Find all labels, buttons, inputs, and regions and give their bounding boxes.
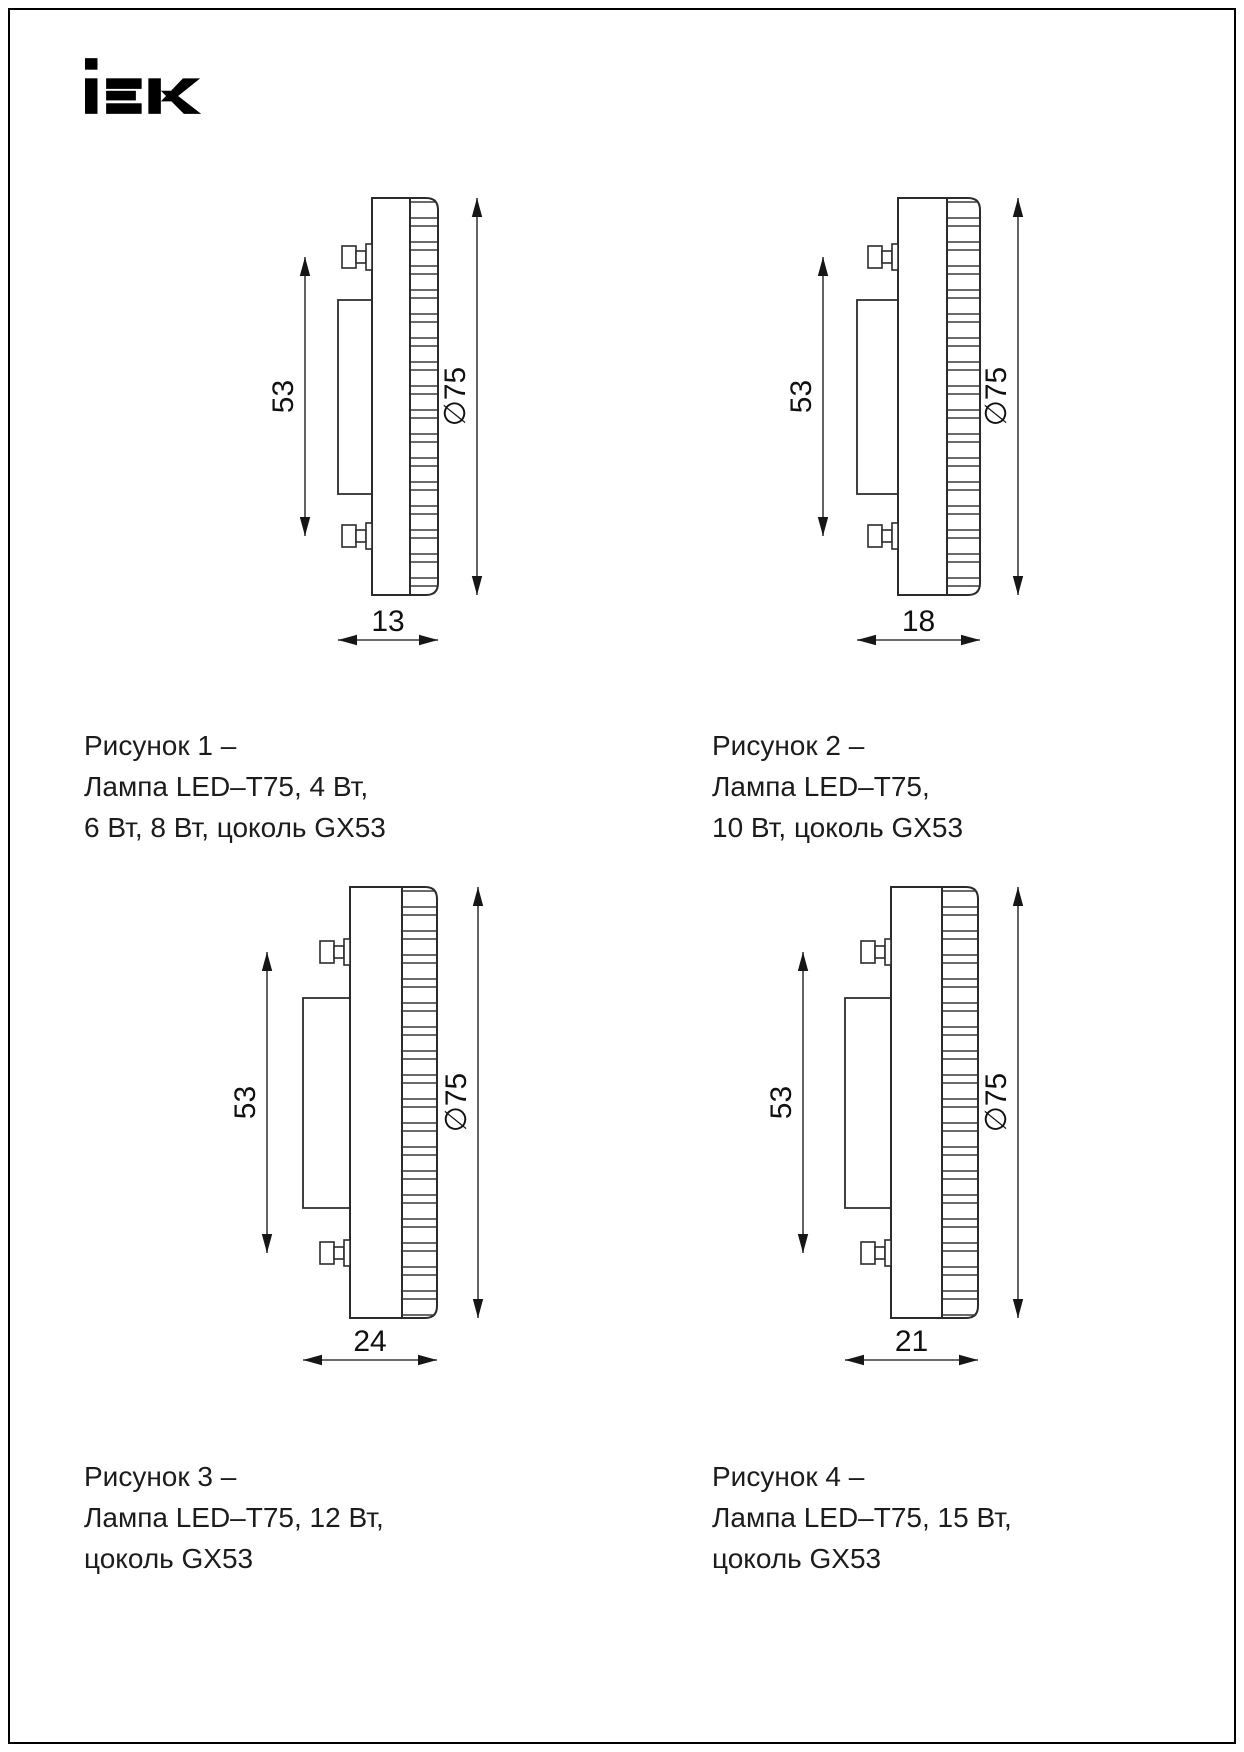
lamp-base-housing [302, 997, 350, 1209]
dimension-arrow [418, 1354, 437, 1366]
pin-top [319, 938, 351, 966]
dim-pin-spacing: 53 [770, 952, 809, 1253]
lamp-outline [349, 886, 438, 1319]
pin-bottom [319, 1239, 351, 1267]
dimension-arrow [299, 257, 311, 276]
pin-top [860, 938, 892, 966]
lamp-base-housing [844, 997, 891, 1209]
dim-label-pin-spacing: 53 [230, 1086, 262, 1119]
dim-thickness: 13 [338, 605, 438, 646]
caption-line: Лампа LED–T75, 15 Вт, [712, 1502, 1012, 1533]
lamp-side-view: 53 ∅75 21 [770, 886, 1024, 1366]
dim-label-diameter: ∅75 [980, 367, 1013, 427]
dimension-arrow [261, 1234, 273, 1253]
pin-bottom [341, 522, 373, 550]
diffuser-ribs [948, 201, 979, 587]
dim-pin-spacing: 53 [267, 257, 311, 536]
dim-label-pin-spacing: 53 [770, 1086, 798, 1119]
dimension-arrow [817, 517, 829, 536]
figure-1-caption: Рисунок 1 – Лампа LED–T75, 4 Вт, 6 Вт, 8… [84, 725, 386, 848]
figure-1-drawing: 53 ∅75 13 [230, 168, 485, 656]
caption-line: Рисунок 4 – [712, 1461, 865, 1492]
dim-label-pin-spacing: 53 [785, 380, 818, 413]
caption-line: Лампа LED–T75, 12 Вт, [84, 1502, 384, 1533]
dimension-arrow [261, 952, 273, 971]
dim-thickness: 24 [303, 1325, 437, 1366]
lamp-outline [371, 197, 439, 596]
figure-2-drawing: 53 ∅75 18 [750, 168, 1030, 656]
caption-line: Лампа LED–T75, 4 Вт, [84, 771, 369, 802]
caption-line: Рисунок 3 – [84, 1461, 237, 1492]
dimension-arrow [797, 952, 809, 971]
dim-label-diameter: ∅75 [980, 1073, 1013, 1133]
dimension-arrow [472, 1299, 484, 1318]
figure-3-caption: Рисунок 3 – Лампа LED–T75, 12 Вт, цоколь… [84, 1456, 384, 1579]
pin-bottom [867, 522, 899, 550]
dimension-arrow [845, 1354, 864, 1366]
lamp-base-housing [856, 299, 898, 495]
dim-label-thickness: 13 [371, 605, 404, 638]
dimension-arrow [303, 1354, 322, 1366]
caption-line: цоколь GX53 [712, 1543, 882, 1574]
iek-logo [85, 56, 205, 116]
dim-label-thickness: 21 [895, 1325, 928, 1358]
caption-line: цоколь GX53 [84, 1543, 254, 1574]
lamp-side-view: 53 ∅75 18 [785, 197, 1024, 646]
dim-pin-spacing: 53 [230, 952, 273, 1253]
dimension-arrow [471, 576, 483, 595]
lamp-base-housing [337, 299, 372, 495]
figure-4-caption: Рисунок 4 – Лампа LED–T75, 15 Вт, цоколь… [712, 1456, 1012, 1579]
lamp-outline [890, 886, 979, 1319]
dimension-arrow [299, 517, 311, 536]
figure-4-drawing: 53 ∅75 21 [770, 855, 1050, 1375]
lamp-side-view: 53 ∅75 24 [230, 886, 484, 1366]
dimension-arrow [1012, 887, 1024, 906]
dim-label-pin-spacing: 53 [267, 380, 300, 413]
dimension-arrow [471, 198, 483, 217]
caption-line: Лампа LED–T75, [712, 771, 930, 802]
dimension-arrow [961, 634, 980, 646]
dim-pin-spacing: 53 [785, 257, 829, 536]
dimension-arrow [338, 634, 357, 646]
dim-label-thickness: 24 [353, 1325, 386, 1358]
dim-label-thickness: 18 [902, 605, 935, 638]
dimension-arrow [1012, 198, 1024, 217]
pin-top [341, 243, 373, 271]
iek-logo-mark [85, 58, 202, 114]
caption-line: Рисунок 2 – [712, 730, 865, 761]
lamp-side-view: 53 ∅75 13 [267, 197, 483, 646]
dim-thickness: 18 [857, 605, 980, 646]
caption-line: 10 Вт, цоколь GX53 [712, 812, 964, 843]
dim-label-diameter: ∅75 [440, 1073, 473, 1133]
dim-diameter: ∅75 [440, 887, 484, 1318]
dimension-arrow [857, 634, 876, 646]
dimension-arrow [1012, 576, 1024, 595]
caption-line: Рисунок 1 – [84, 730, 237, 761]
dim-diameter: ∅75 [980, 198, 1024, 595]
dim-thickness: 21 [845, 1325, 978, 1366]
figure-3-drawing: 53 ∅75 24 [230, 855, 510, 1375]
dim-diameter: ∅75 [980, 887, 1024, 1318]
dimension-arrow [797, 1234, 809, 1253]
figure-2-caption: Рисунок 2 – Лампа LED–T75, 10 Вт, цоколь… [712, 725, 963, 848]
dimension-arrow [959, 1354, 978, 1366]
dimension-arrow [817, 257, 829, 276]
caption-line: 6 Вт, 8 Вт, цоколь GX53 [84, 812, 386, 843]
diffuser-ribs [943, 890, 977, 1316]
dim-label-diameter: ∅75 [439, 367, 472, 427]
dim-diameter: ∅75 [439, 198, 483, 595]
dimension-arrow [1012, 1299, 1024, 1318]
diffuser-ribs [403, 890, 436, 1316]
pin-bottom [860, 1239, 892, 1267]
dimension-arrow [419, 634, 438, 646]
dimension-arrow [472, 887, 484, 906]
lamp-outline [897, 197, 981, 596]
diffuser-ribs [411, 201, 437, 587]
pin-top [867, 243, 899, 271]
